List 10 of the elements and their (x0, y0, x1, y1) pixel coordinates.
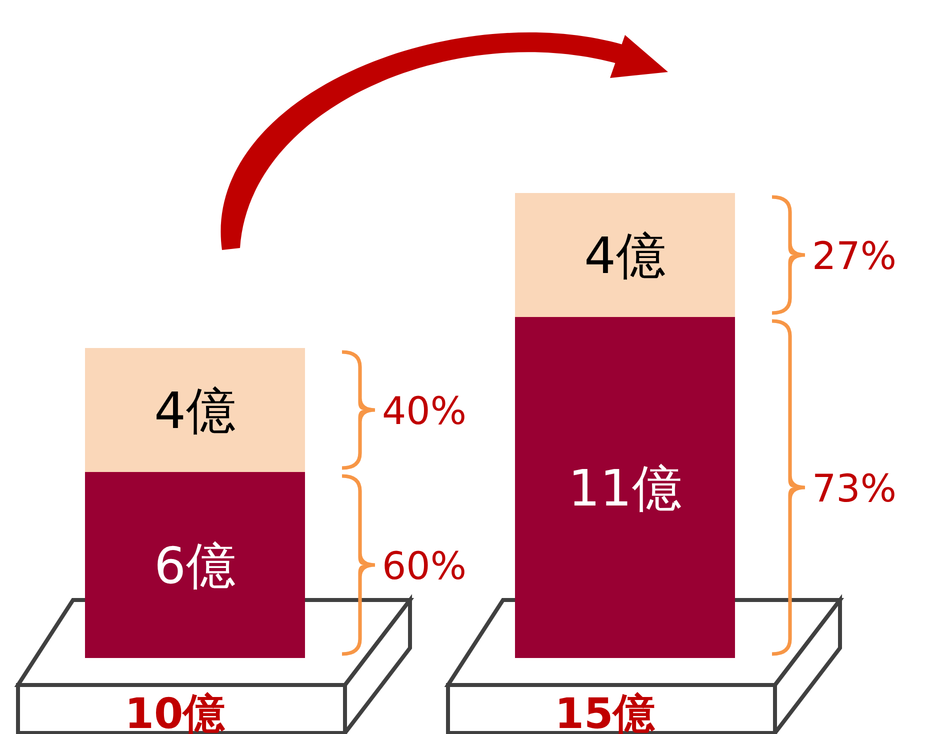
annotation: 27% (812, 234, 896, 278)
data-label: 6億 (154, 537, 236, 595)
bar (515, 193, 735, 317)
data-label: 11億 (568, 460, 682, 518)
data-label: 4億 (584, 227, 666, 285)
annotation: 40% (382, 389, 466, 433)
bar (85, 348, 305, 472)
annotation: 60% (382, 544, 466, 588)
data-label: 4億 (154, 382, 236, 440)
annotation: 73% (812, 466, 896, 510)
